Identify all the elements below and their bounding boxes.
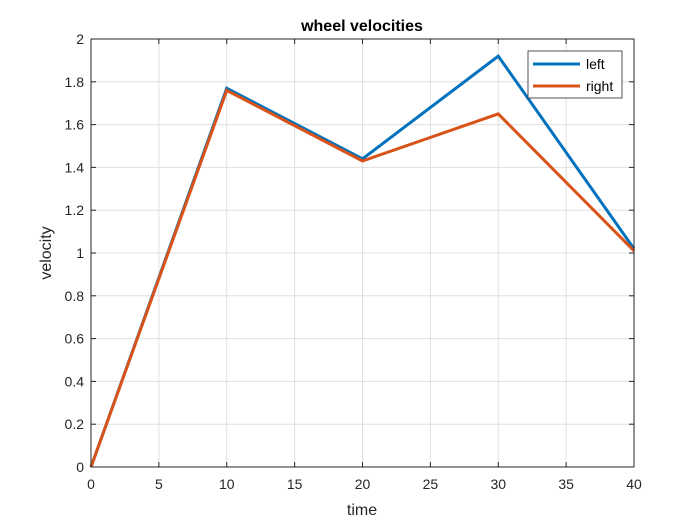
axis-ticks — [90, 38, 635, 468]
x-tick-label: 20 — [355, 476, 371, 492]
series-lines — [89, 53, 636, 468]
y-tick-label: 0.4 — [65, 373, 85, 389]
chart-title: wheel velocities — [300, 18, 423, 35]
legend-label-left: left — [586, 56, 605, 72]
x-tick-label: 10 — [219, 476, 235, 492]
legend-box — [527, 50, 623, 99]
x-tick-label: 5 — [155, 476, 163, 492]
x-tick-label: 40 — [626, 476, 642, 492]
series-line-right — [89, 88, 636, 468]
y-tick-label: 1.4 — [65, 159, 85, 175]
x-tick-label: 15 — [287, 476, 303, 492]
y-tick-label: 2 — [76, 31, 84, 47]
y-tick-label: 1.6 — [65, 117, 85, 133]
y-tick-label: 0.8 — [65, 288, 85, 304]
legend-label-right: right — [586, 78, 613, 94]
y-tick-labels: 0 0.2 0.4 0.6 0.8 1 1.2 1.4 1.6 1.8 2 — [65, 31, 85, 475]
y-axis-label: velocity — [38, 226, 55, 279]
x-axis-label: time — [347, 502, 377, 519]
x-tick-label: 35 — [558, 476, 574, 492]
x-tick-label: 25 — [423, 476, 439, 492]
y-tick-label: 1.2 — [65, 202, 85, 218]
y-tick-label: 0 — [76, 459, 84, 475]
y-tick-label: 1 — [76, 245, 84, 261]
y-tick-label: 0.6 — [65, 331, 85, 347]
y-tick-label: 0.2 — [65, 416, 85, 432]
legend: left right — [527, 50, 623, 99]
x-tick-labels: 0 5 10 15 20 25 30 35 40 — [87, 476, 642, 492]
grid — [91, 39, 634, 467]
x-tick-label: 0 — [87, 476, 95, 492]
x-tick-label: 30 — [490, 476, 506, 492]
y-tick-label: 1.8 — [65, 74, 85, 90]
